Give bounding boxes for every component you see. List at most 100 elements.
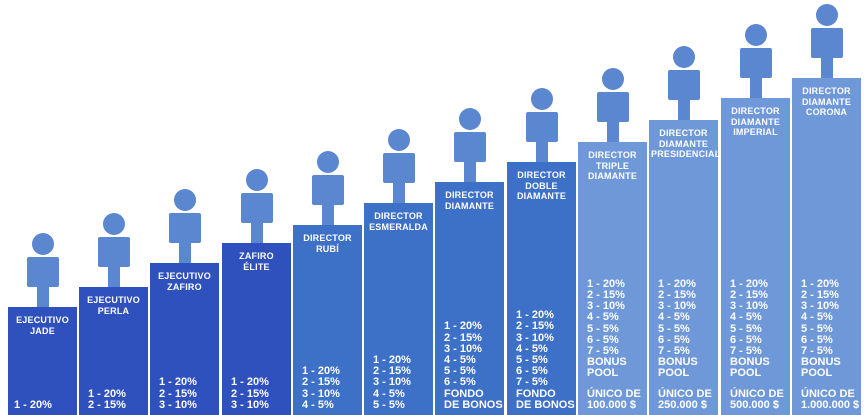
level-percentage: 7 - 5% xyxy=(730,344,762,357)
bonus-label: POOL xyxy=(587,367,619,380)
level-percentage: 1 - 20% xyxy=(444,320,482,333)
bonus-label: BONUS xyxy=(801,356,841,369)
level-percentage: 6 - 5% xyxy=(444,376,476,389)
rank-title: DIRECTOR DIAMANTE IMPERIAL xyxy=(730,106,781,137)
level-percentage: 4 - 5% xyxy=(373,387,405,400)
percentage-list: 1 - 20% 2 - 15% 3 - 10% 4 - 5% 5 - 5% 6 - 5% 7… xyxy=(801,277,859,357)
level-percentage: 3 - 10% xyxy=(730,300,768,313)
bonus-label: BONUS xyxy=(658,356,698,369)
level-percentage: 2 - 15% xyxy=(302,376,340,389)
rank-title: DIRECTOR DOBLE DIAMANTE xyxy=(516,170,567,201)
level-percentage: 5 - 5% xyxy=(587,322,619,335)
bonus-pool-amount: ÚNICO DE xyxy=(730,387,784,400)
bonus-label: BONUS xyxy=(730,356,770,369)
bonus-pool-amount: 500.000 $ xyxy=(730,398,779,411)
bonus-pool-amount: ÚNICO DE xyxy=(587,387,641,400)
rank-details: 1 - 20% 2 - 15% 3 - 10% 4 - 5% 5 - 5% 6 - 5% F… xyxy=(444,321,503,411)
level-percentage: 3 - 10% xyxy=(231,398,269,411)
rank-column: DIRECTOR DOBLE DIAMANTE 1 - 20% 2 - 15% 3 -… xyxy=(507,88,576,415)
person-icon xyxy=(239,169,275,243)
bonus-label: POOL xyxy=(658,367,690,380)
level-percentage: 2 - 15% xyxy=(801,288,839,301)
level-percentage: 6 - 5% xyxy=(730,333,762,346)
percentage-list: 1 - 20% 2 - 15% 3 - 10% 4 - 5% xyxy=(302,365,360,411)
level-percentage: 1 - 20% xyxy=(587,277,625,290)
level-percentage: 2 - 15% xyxy=(444,331,482,344)
percentage-list: 1 - 20% 2 - 15% 3 - 10% 4 - 5% 5 - 5% 6 - 5% 7… xyxy=(516,309,574,389)
level-percentage: 3 - 10% xyxy=(587,300,625,313)
rank-column: ZAFIRO ÉLITE 1 - 20% 2 - 15% 3 - 10% xyxy=(222,169,291,415)
level-percentage: 2 - 15% xyxy=(516,320,554,333)
rank-details: 1 - 20% 2 - 15% 3 - 10% 4 - 5% 5 - 5% 6 - 5% 7… xyxy=(587,277,645,411)
level-percentage: 4 - 5% xyxy=(516,342,548,355)
rank-column: DIRECTOR RUBÍ 1 - 20% 2 - 15% 3 - 10% 4 - 5% xyxy=(293,151,362,415)
level-percentage: 7 - 5% xyxy=(801,344,833,357)
rank-title: DIRECTOR ESMERALDA xyxy=(369,211,428,232)
level-percentage: 7 - 5% xyxy=(658,344,690,357)
percentage-list: 1 - 20% 2 - 15% 3 - 10% xyxy=(231,377,289,411)
rank-column: EJECUTIVO PERLA 1 - 20% 2 - 15% xyxy=(79,213,148,415)
level-percentage: 6 - 5% xyxy=(587,333,619,346)
rank-details: 1 - 20% 2 - 15% 3 - 10% 4 - 5% 5 - 5% 6 - 5% 7… xyxy=(801,277,859,411)
level-percentage: 5 - 5% xyxy=(730,322,762,335)
level-percentage: 4 - 5% xyxy=(658,311,690,324)
rank-column: DIRECTOR DIAMANTE IMPERIAL 1 - 20% 2 - 15%… xyxy=(721,24,790,415)
percentage-list: 1 - 20% 2 - 15% 3 - 10% 4 - 5% 5 - 5% 6 - 5% xyxy=(444,321,502,388)
person-icon xyxy=(809,4,845,78)
level-percentage: 6 - 5% xyxy=(801,333,833,346)
level-percentage: 2 - 15% xyxy=(88,398,126,411)
bonus-pool-amount: 100.000 $ xyxy=(587,398,636,411)
percentage-list: 1 - 20% 2 - 15% 3 - 10% xyxy=(159,377,217,411)
rank-title: DIRECTOR DIAMANTE PRESIDENCIAL xyxy=(651,128,721,159)
percentage-list: 1 - 20% 2 - 15% 3 - 10% 4 - 5% 5 - 5% 6 - 5% 7… xyxy=(658,277,716,357)
percentage-list: 1 - 20% 2 - 15% 3 - 10% 4 - 5% 5 - 5% xyxy=(373,354,431,411)
level-percentage: 1 - 20% xyxy=(801,277,839,290)
rank-details: 1 - 20% 2 - 15% 3 - 10% xyxy=(159,377,217,411)
person-icon xyxy=(738,24,774,98)
person-icon xyxy=(452,108,488,182)
level-percentage: 4 - 5% xyxy=(801,311,833,324)
bonus-label: DE BONOS xyxy=(444,398,503,411)
level-percentage: 7 - 5% xyxy=(516,376,548,389)
rank-title: DIRECTOR RUBÍ xyxy=(303,233,352,254)
person-icon xyxy=(310,151,346,225)
rank-column: DIRECTOR TRIPLE DIAMANTE 1 - 20% 2 - 15% 3 … xyxy=(578,68,647,415)
level-percentage: 7 - 5% xyxy=(587,344,619,357)
rank-title: EJECUTIVO PERLA xyxy=(87,295,140,316)
rank-title: ZAFIRO ÉLITE xyxy=(239,251,274,272)
level-percentage: 1 - 20% xyxy=(658,277,696,290)
bonus-label: FONDO xyxy=(444,387,484,400)
level-percentage: 4 - 5% xyxy=(444,353,476,366)
level-percentage: 3 - 10% xyxy=(801,300,839,313)
rank-details: 1 - 20% 2 - 15% 3 - 10% 4 - 5% 5 - 5% 6 - 5% 7… xyxy=(730,277,788,411)
rank-title: EJECUTIVO JADE xyxy=(16,315,69,336)
bonus-label: POOL xyxy=(730,367,762,380)
level-percentage: 2 - 15% xyxy=(730,288,768,301)
bonus-pool-amount: ÚNICO DE xyxy=(801,387,855,400)
rank-title: DIRECTOR DIAMANTE xyxy=(444,190,495,211)
level-percentage: 1 - 20% xyxy=(231,376,269,389)
level-percentage: 5 - 5% xyxy=(801,322,833,335)
level-percentage: 1 - 20% xyxy=(88,387,126,400)
person-icon xyxy=(595,68,631,142)
person-icon xyxy=(381,129,417,203)
level-percentage: 3 - 10% xyxy=(516,331,554,344)
rank-details: 1 - 20% xyxy=(14,399,75,411)
level-percentage: 1 - 20% xyxy=(730,277,768,290)
level-percentage: 5 - 5% xyxy=(516,353,548,366)
bonus-label: POOL xyxy=(801,367,833,380)
level-percentage: 2 - 15% xyxy=(658,288,696,301)
level-percentage: 3 - 10% xyxy=(658,300,696,313)
rank-column: DIRECTOR DIAMANTE CORONA 1 - 20% 2 - 15% 3 … xyxy=(792,4,861,415)
person-icon xyxy=(167,189,203,263)
level-percentage: 3 - 10% xyxy=(444,342,482,355)
rank-details: 1 - 20% 2 - 15% 3 - 10% 4 - 5% 5 - 5% 6 - 5% 7… xyxy=(516,309,575,411)
person-icon xyxy=(96,213,132,287)
level-percentage: 1 - 20% xyxy=(516,309,554,322)
level-percentage: 1 - 20% xyxy=(159,376,197,389)
level-percentage: 3 - 10% xyxy=(159,398,197,411)
person-icon xyxy=(25,233,61,307)
bonus-label: DE BONOS xyxy=(516,398,575,411)
rank-column: EJECUTIVO JADE 1 - 20% xyxy=(8,233,77,415)
rank-title: DIRECTOR TRIPLE DIAMANTE xyxy=(587,150,638,181)
